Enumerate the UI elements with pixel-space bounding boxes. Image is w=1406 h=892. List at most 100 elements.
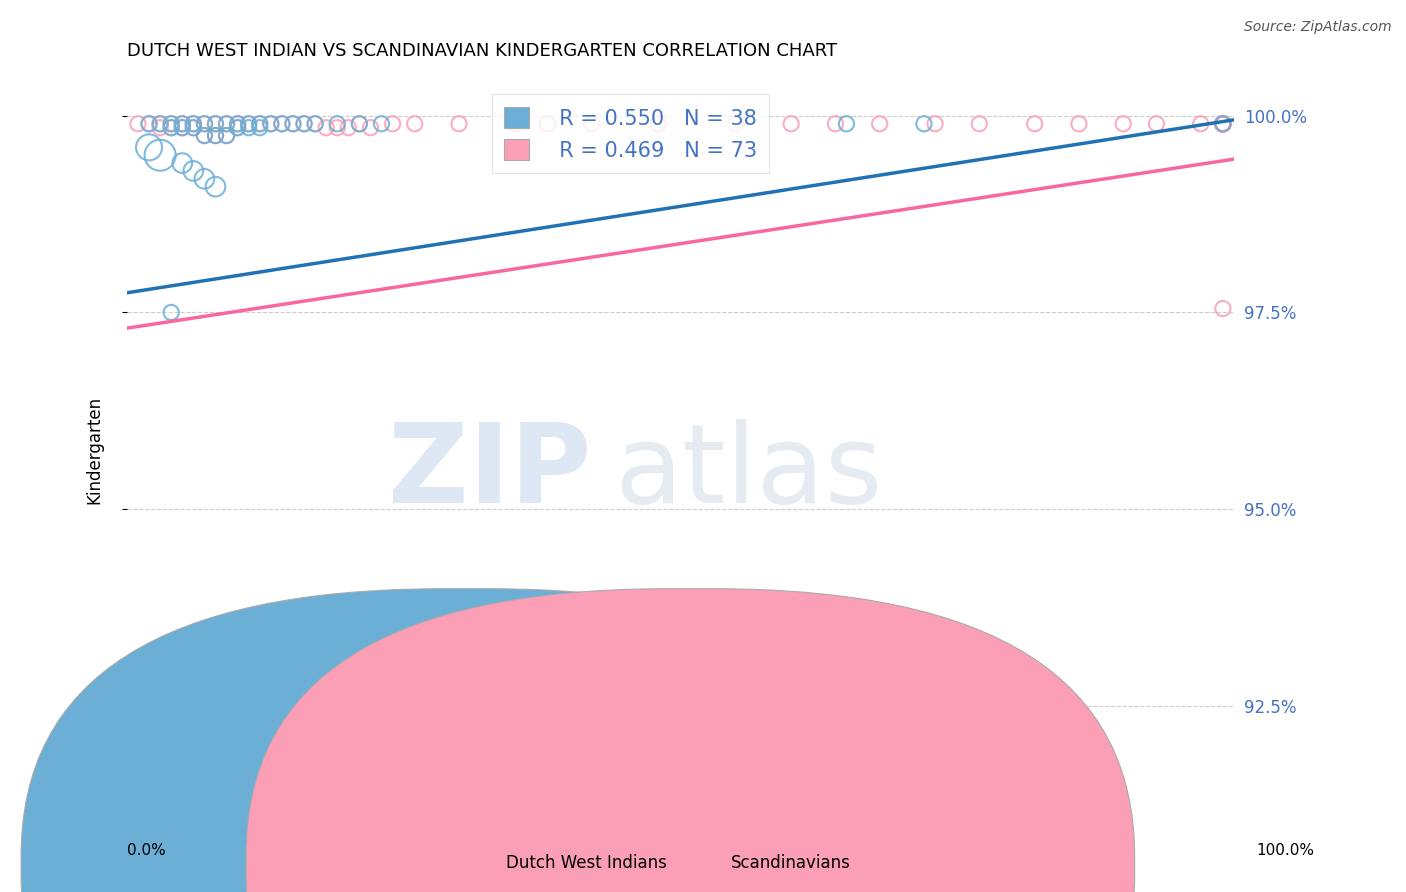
- Legend:   R = 0.550   N = 38,   R = 0.469   N = 73: R = 0.550 N = 38, R = 0.469 N = 73: [492, 95, 769, 173]
- Point: [193, 117, 215, 131]
- Point: [1212, 117, 1234, 131]
- Point: [869, 117, 891, 131]
- Point: [1144, 117, 1167, 131]
- Point: [226, 117, 249, 131]
- Point: [215, 128, 238, 143]
- Point: [1212, 117, 1234, 131]
- Point: [359, 120, 381, 135]
- Point: [292, 117, 315, 131]
- Point: [172, 120, 194, 135]
- Point: [204, 117, 226, 131]
- Point: [1212, 117, 1234, 131]
- Point: [127, 117, 149, 131]
- Point: [172, 120, 194, 135]
- Point: [215, 117, 238, 131]
- Point: [149, 148, 172, 162]
- Point: [193, 128, 215, 143]
- Point: [149, 117, 172, 131]
- Point: [780, 117, 803, 131]
- Point: [1067, 117, 1090, 131]
- Point: [292, 117, 315, 131]
- Point: [1212, 117, 1234, 131]
- Point: [1112, 117, 1135, 131]
- Point: [326, 120, 349, 135]
- Point: [724, 117, 747, 131]
- Point: [138, 117, 160, 131]
- Point: [249, 117, 271, 131]
- Point: [349, 117, 371, 131]
- Point: [404, 117, 426, 131]
- Point: [160, 305, 183, 319]
- Point: [281, 117, 304, 131]
- Text: Source: ZipAtlas.com: Source: ZipAtlas.com: [1244, 20, 1392, 34]
- Point: [304, 117, 326, 131]
- Point: [835, 117, 858, 131]
- Point: [1212, 117, 1234, 131]
- Point: [238, 117, 260, 131]
- Point: [160, 117, 183, 131]
- Point: [1024, 117, 1046, 131]
- Text: ZIP: ZIP: [388, 419, 592, 526]
- Point: [924, 117, 946, 131]
- Point: [1212, 117, 1234, 131]
- Point: [1212, 117, 1234, 131]
- Point: [581, 117, 603, 131]
- Text: 100.0%: 100.0%: [1257, 843, 1315, 858]
- Point: [1212, 117, 1234, 131]
- Point: [304, 117, 326, 131]
- Point: [193, 171, 215, 186]
- Point: [172, 117, 194, 131]
- Point: [503, 117, 526, 131]
- Point: [183, 120, 205, 135]
- Point: [183, 117, 205, 131]
- Point: [160, 120, 183, 135]
- Point: [1212, 301, 1234, 316]
- Point: [912, 117, 935, 131]
- Point: [172, 117, 194, 131]
- Point: [1212, 117, 1234, 131]
- Point: [138, 117, 160, 131]
- Point: [183, 117, 205, 131]
- Point: [337, 120, 360, 135]
- Point: [238, 120, 260, 135]
- Point: [969, 117, 991, 131]
- Point: [149, 120, 172, 135]
- Point: [193, 128, 215, 143]
- Point: [1212, 117, 1234, 131]
- Point: [226, 120, 249, 135]
- Point: [215, 117, 238, 131]
- Point: [249, 120, 271, 135]
- Point: [226, 120, 249, 135]
- Point: [1212, 117, 1234, 131]
- Point: [249, 117, 271, 131]
- Point: [204, 179, 226, 194]
- Point: [349, 117, 371, 131]
- Point: [1212, 117, 1234, 131]
- Point: [226, 117, 249, 131]
- Point: [270, 117, 292, 131]
- Point: [447, 117, 470, 131]
- Point: [204, 128, 226, 143]
- Point: [1212, 117, 1234, 131]
- Point: [238, 117, 260, 131]
- Text: 0.0%: 0.0%: [127, 843, 166, 858]
- Point: [1189, 117, 1212, 131]
- Text: atlas: atlas: [614, 419, 883, 526]
- Point: [160, 117, 183, 131]
- Y-axis label: Kindergarten: Kindergarten: [86, 396, 103, 504]
- Point: [1212, 117, 1234, 131]
- Point: [138, 140, 160, 154]
- Point: [326, 117, 349, 131]
- Point: [370, 117, 392, 131]
- Point: [183, 164, 205, 178]
- Point: [315, 120, 337, 135]
- Point: [270, 117, 292, 131]
- Text: Dutch West Indians: Dutch West Indians: [506, 855, 666, 872]
- Point: [183, 120, 205, 135]
- Point: [536, 117, 558, 131]
- Point: [824, 117, 846, 131]
- Point: [1212, 117, 1234, 131]
- Point: [1212, 117, 1234, 131]
- Text: DUTCH WEST INDIAN VS SCANDINAVIAN KINDERGARTEN CORRELATION CHART: DUTCH WEST INDIAN VS SCANDINAVIAN KINDER…: [127, 42, 837, 60]
- Point: [1212, 117, 1234, 131]
